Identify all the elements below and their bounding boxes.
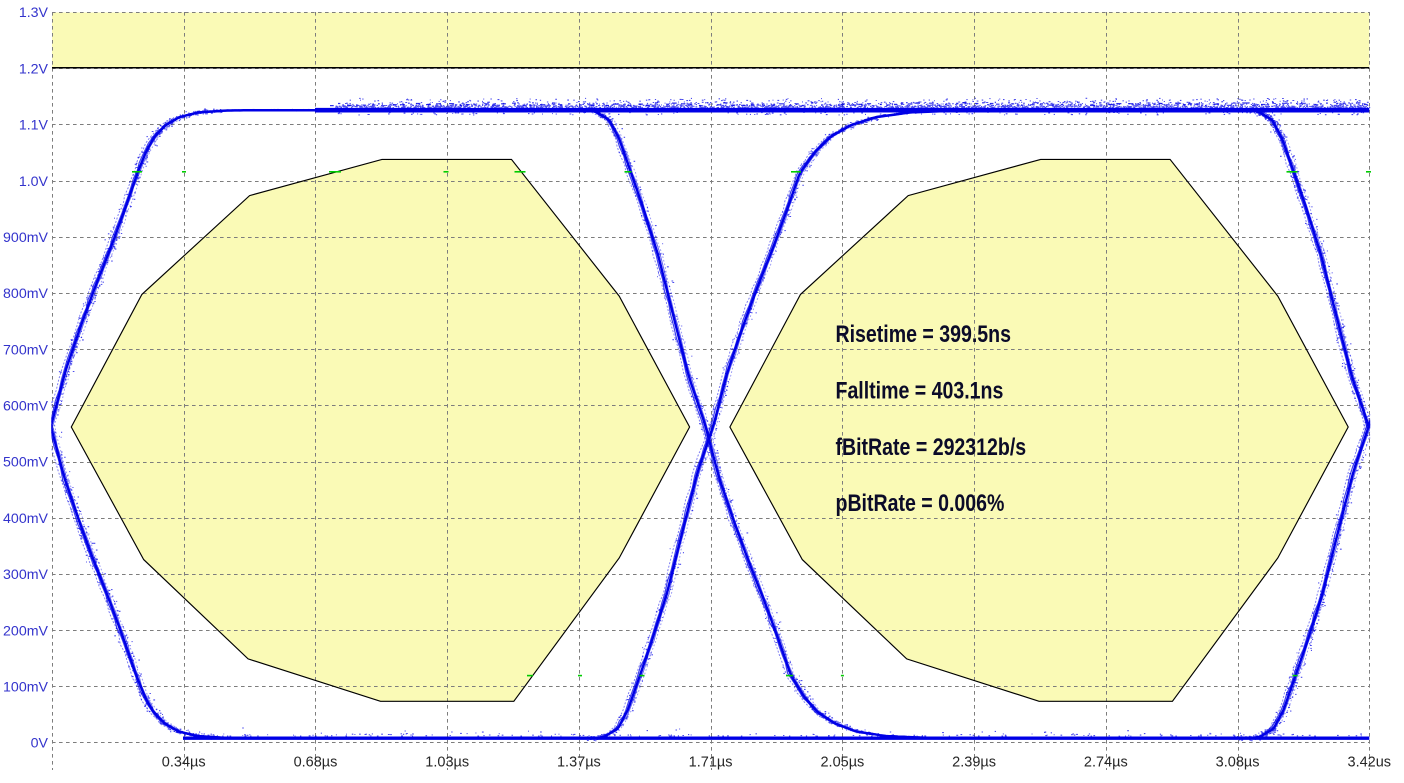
svg-text:2.39µs: 2.39µs — [952, 755, 996, 771]
svg-text:3.42us: 3.42us — [1348, 755, 1392, 771]
svg-text:800mV: 800mV — [3, 286, 48, 302]
svg-text:700mV: 700mV — [3, 342, 48, 358]
svg-text:1.03µs: 1.03µs — [425, 755, 469, 771]
svg-text:2.74µs: 2.74µs — [1084, 755, 1128, 771]
svg-text:0.68µs: 0.68µs — [294, 755, 338, 771]
svg-text:Falltime = 403.1ns: Falltime = 403.1ns — [836, 376, 1004, 403]
svg-text:1.71µs: 1.71µs — [689, 755, 733, 771]
svg-text:200mV: 200mV — [3, 623, 48, 639]
svg-text:500mV: 500mV — [3, 455, 48, 471]
svg-text:400mV: 400mV — [3, 511, 48, 527]
svg-text:pBitRate = 0.006%: pBitRate = 0.006% — [836, 489, 1005, 516]
svg-text:1.0V: 1.0V — [19, 174, 49, 190]
svg-text:1.37µs: 1.37µs — [557, 755, 601, 771]
svg-text:1.1V: 1.1V — [19, 118, 49, 134]
svg-text:2.05µs: 2.05µs — [820, 755, 864, 771]
svg-text:0.34µs: 0.34µs — [162, 755, 206, 771]
svg-text:1.2V: 1.2V — [19, 61, 49, 77]
svg-text:300mV: 300mV — [3, 567, 48, 583]
svg-text:Risetime = 399.5ns: Risetime = 399.5ns — [836, 320, 1011, 347]
svg-text:3.08µs: 3.08µs — [1216, 755, 1260, 771]
svg-text:0V: 0V — [31, 736, 49, 752]
svg-text:900mV: 900mV — [3, 230, 48, 246]
svg-text:100mV: 100mV — [3, 680, 48, 696]
svg-text:fBitRate = 292312b/s: fBitRate = 292312b/s — [836, 433, 1027, 460]
svg-text:600mV: 600mV — [3, 399, 48, 415]
svg-text:1.3V: 1.3V — [19, 5, 49, 21]
